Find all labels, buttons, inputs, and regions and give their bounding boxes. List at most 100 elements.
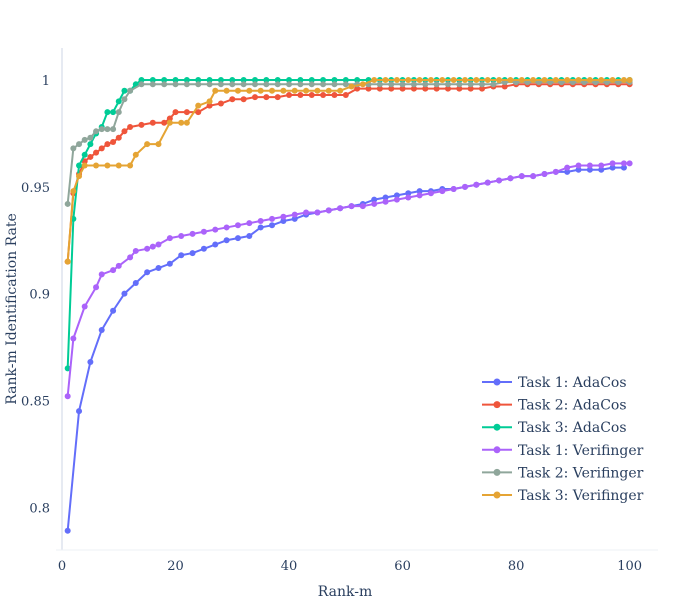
data-point [416, 192, 423, 199]
data-point [450, 185, 457, 192]
data-point [144, 141, 151, 148]
data-point [620, 164, 627, 171]
data-point [166, 119, 173, 126]
data-point [564, 77, 571, 84]
y-tick-label: 0.95 [21, 181, 50, 196]
series-3 [64, 77, 633, 372]
data-point [223, 224, 230, 231]
data-point [183, 109, 190, 116]
data-point [507, 175, 514, 182]
data-point [286, 92, 293, 98]
data-point [371, 196, 378, 203]
data-point [371, 77, 378, 84]
data-point [93, 162, 100, 169]
data-point [376, 81, 383, 88]
data-point [93, 149, 100, 156]
data-point [76, 162, 83, 169]
data-point [376, 85, 383, 92]
data-point [212, 226, 219, 233]
data-point [212, 87, 219, 94]
data-point [257, 87, 264, 94]
data-point [161, 81, 168, 88]
data-point [127, 87, 134, 94]
data-point [314, 87, 321, 94]
legend-item[interactable]: Task 2: AdaCos [482, 398, 627, 414]
data-point [81, 151, 88, 158]
data-point [121, 87, 128, 94]
data-point [286, 81, 293, 88]
series-5 [64, 79, 633, 207]
data-point [138, 121, 145, 128]
data-point [320, 92, 327, 98]
legend-item[interactable]: Task 1: AdaCos [482, 375, 627, 391]
data-point [354, 85, 361, 92]
data-point [64, 258, 71, 265]
data-point [297, 92, 304, 98]
x-tick-labels: 0 20 40 60 80 100 [58, 559, 642, 574]
legend-swatch-marker [493, 491, 501, 499]
x-tick-label: 60 [394, 559, 411, 574]
data-point [87, 359, 94, 366]
data-point [325, 87, 332, 94]
data-point [280, 87, 287, 94]
data-point [427, 190, 434, 197]
data-point [76, 408, 83, 415]
data-point [337, 87, 344, 94]
data-point [382, 194, 389, 201]
legend-swatch-marker [493, 401, 501, 409]
legend-label: Task 3: AdaCos [518, 420, 627, 436]
data-point [217, 100, 224, 107]
legend-item[interactable]: Task 1: Verifinger [482, 443, 644, 459]
data-point [166, 260, 173, 267]
data-point [342, 92, 349, 98]
data-point [149, 77, 156, 84]
legend-swatch-marker [493, 468, 501, 476]
data-point [166, 235, 173, 242]
data-point [410, 85, 417, 92]
data-point [127, 254, 134, 261]
data-point [586, 77, 593, 84]
data-point [155, 241, 162, 248]
legend-item[interactable]: Task 2: Verifinger [482, 465, 644, 481]
legend-item[interactable]: Task 3: Verifinger [482, 488, 644, 504]
data-point [161, 77, 168, 84]
data-point [484, 179, 491, 186]
data-point [87, 134, 94, 141]
series-line [66, 79, 630, 262]
legend[interactable]: Task 1: AdaCos Task 2: AdaCos Task 3: AdaC… [482, 375, 644, 504]
data-point [251, 94, 258, 101]
data-point [110, 126, 117, 133]
data-point [212, 241, 219, 248]
data-point [308, 81, 315, 88]
data-point [501, 83, 508, 90]
data-point [490, 81, 497, 88]
data-point [223, 237, 230, 244]
data-point [320, 81, 327, 88]
data-point [444, 81, 451, 88]
data-point [422, 85, 429, 92]
legend-swatch-marker [493, 446, 501, 454]
data-point [308, 77, 315, 84]
data-point [240, 81, 247, 88]
x-tick-label: 100 [617, 559, 642, 574]
data-point [240, 77, 247, 84]
y-tick-label: 0.9 [29, 288, 50, 303]
data-point [473, 181, 480, 188]
data-point [507, 77, 514, 84]
data-point [234, 87, 241, 94]
legend-swatch-marker [493, 423, 501, 431]
legend-label: Task 1: AdaCos [518, 375, 627, 391]
data-point [609, 160, 616, 167]
legend-label: Task 3: Verifinger [518, 488, 644, 504]
data-point [388, 81, 395, 88]
data-point [240, 96, 247, 103]
data-point [286, 77, 293, 84]
data-point [331, 81, 338, 88]
legend-item[interactable]: Task 3: AdaCos [482, 420, 627, 436]
data-point [575, 77, 582, 84]
data-point [382, 198, 389, 205]
data-point [115, 109, 122, 116]
data-point [104, 141, 111, 148]
data-point [541, 77, 548, 84]
data-point [70, 145, 77, 152]
